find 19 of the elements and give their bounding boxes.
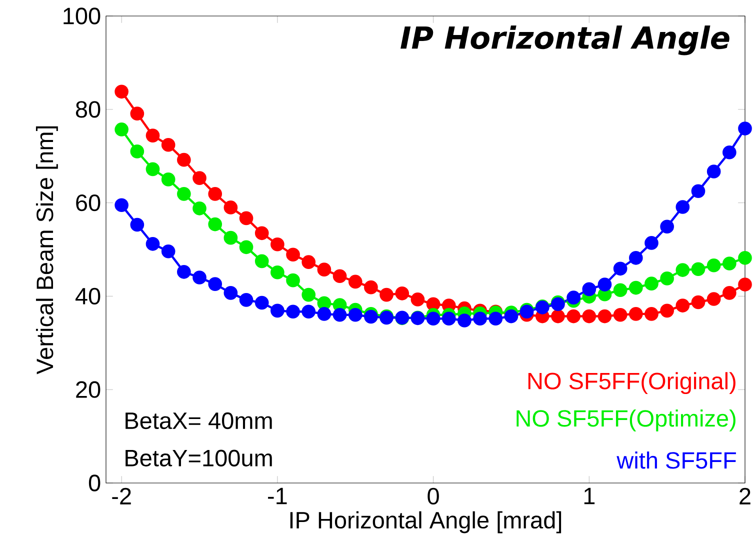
annotation: BetaX= 40mm	[126, 412, 272, 430]
text: NO SF5FF(Original)	[528, 372, 736, 394]
x-tick-label: 2	[740, 488, 750, 504]
x-tick-label: -2	[112, 488, 131, 504]
x-tick-label: -1	[268, 488, 287, 504]
x-tick-label: 1	[584, 488, 595, 504]
x-axis-title: IP Horizontal Angle [mrad]	[290, 511, 562, 534]
y-tick-label: 40	[75, 288, 100, 305]
y-tick-label: 60	[76, 194, 100, 212]
text: NO SF5FF(Optimize)	[516, 409, 736, 432]
y-tick-label: 80	[76, 101, 100, 118]
y-axis-title: Vertical Beam Size [nm]	[36, 126, 58, 374]
annotation: BetaY=100um	[126, 450, 272, 466]
y-tick-label: 100	[64, 8, 100, 24]
text: with SF5FF	[616, 452, 736, 469]
y-tick-label: 0	[88, 474, 100, 492]
y-tick-label: 20	[76, 381, 100, 398]
x-tick-label: 0	[428, 488, 439, 505]
chart-title: IP Horizontal Angle	[400, 26, 730, 56]
